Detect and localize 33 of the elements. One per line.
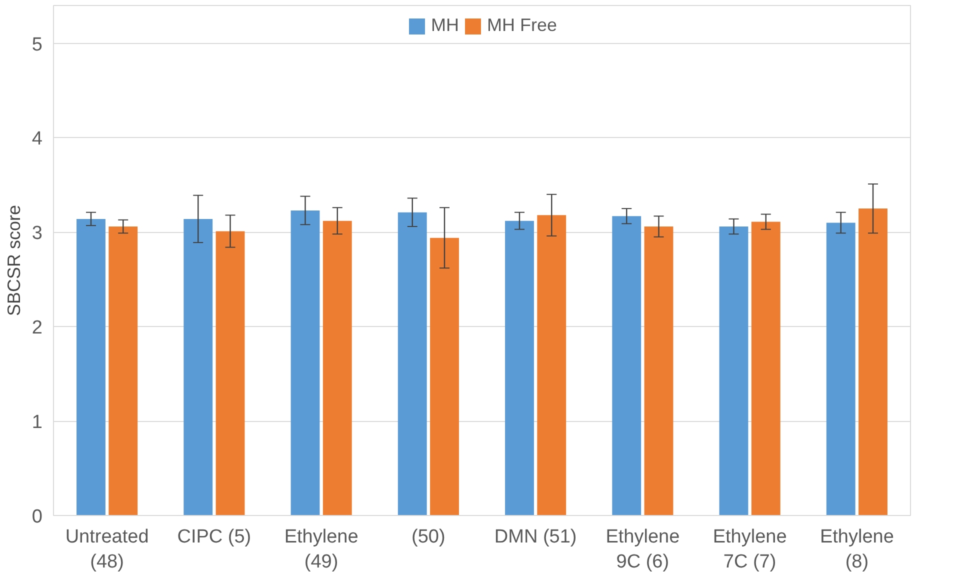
bar	[398, 212, 427, 516]
bar	[76, 218, 106, 516]
y-tick-label: 2	[32, 318, 43, 339]
legend-label: MH	[430, 15, 459, 36]
y-tick-label: 3	[32, 223, 43, 244]
y-tick-label: 5	[32, 34, 43, 56]
y-axis-title: SBCSR score	[4, 204, 24, 316]
bar	[108, 226, 138, 516]
x-tick-label: (50)	[412, 526, 446, 548]
y-tick-label: 0	[32, 506, 43, 528]
bar	[537, 215, 566, 516]
y-tick-label: 1	[32, 412, 43, 434]
x-tick-label: Ethylene (49)	[284, 526, 358, 573]
x-tick-label: DMN (51)	[494, 526, 577, 548]
x-tick-label: CIPC (5)	[177, 526, 252, 548]
bar	[290, 210, 320, 516]
bar	[858, 208, 888, 516]
legend-label: MH Free	[486, 15, 558, 36]
x-tick-label: Ethylene (8)	[820, 526, 894, 573]
bar	[751, 222, 780, 516]
bar	[719, 226, 748, 516]
bar	[216, 231, 245, 516]
bar	[184, 218, 213, 516]
x-tick-label: Untreated (48)	[65, 526, 149, 573]
bar	[644, 226, 674, 516]
x-tick-label: Ethylene 9C (6)	[606, 526, 680, 573]
y-tick-label: 4	[32, 128, 43, 150]
bar	[322, 220, 352, 516]
bar	[612, 216, 642, 516]
bar	[430, 238, 459, 516]
x-tick-label: Ethylene 7C (7)	[712, 526, 787, 573]
bar	[826, 222, 856, 516]
bar	[505, 220, 534, 516]
